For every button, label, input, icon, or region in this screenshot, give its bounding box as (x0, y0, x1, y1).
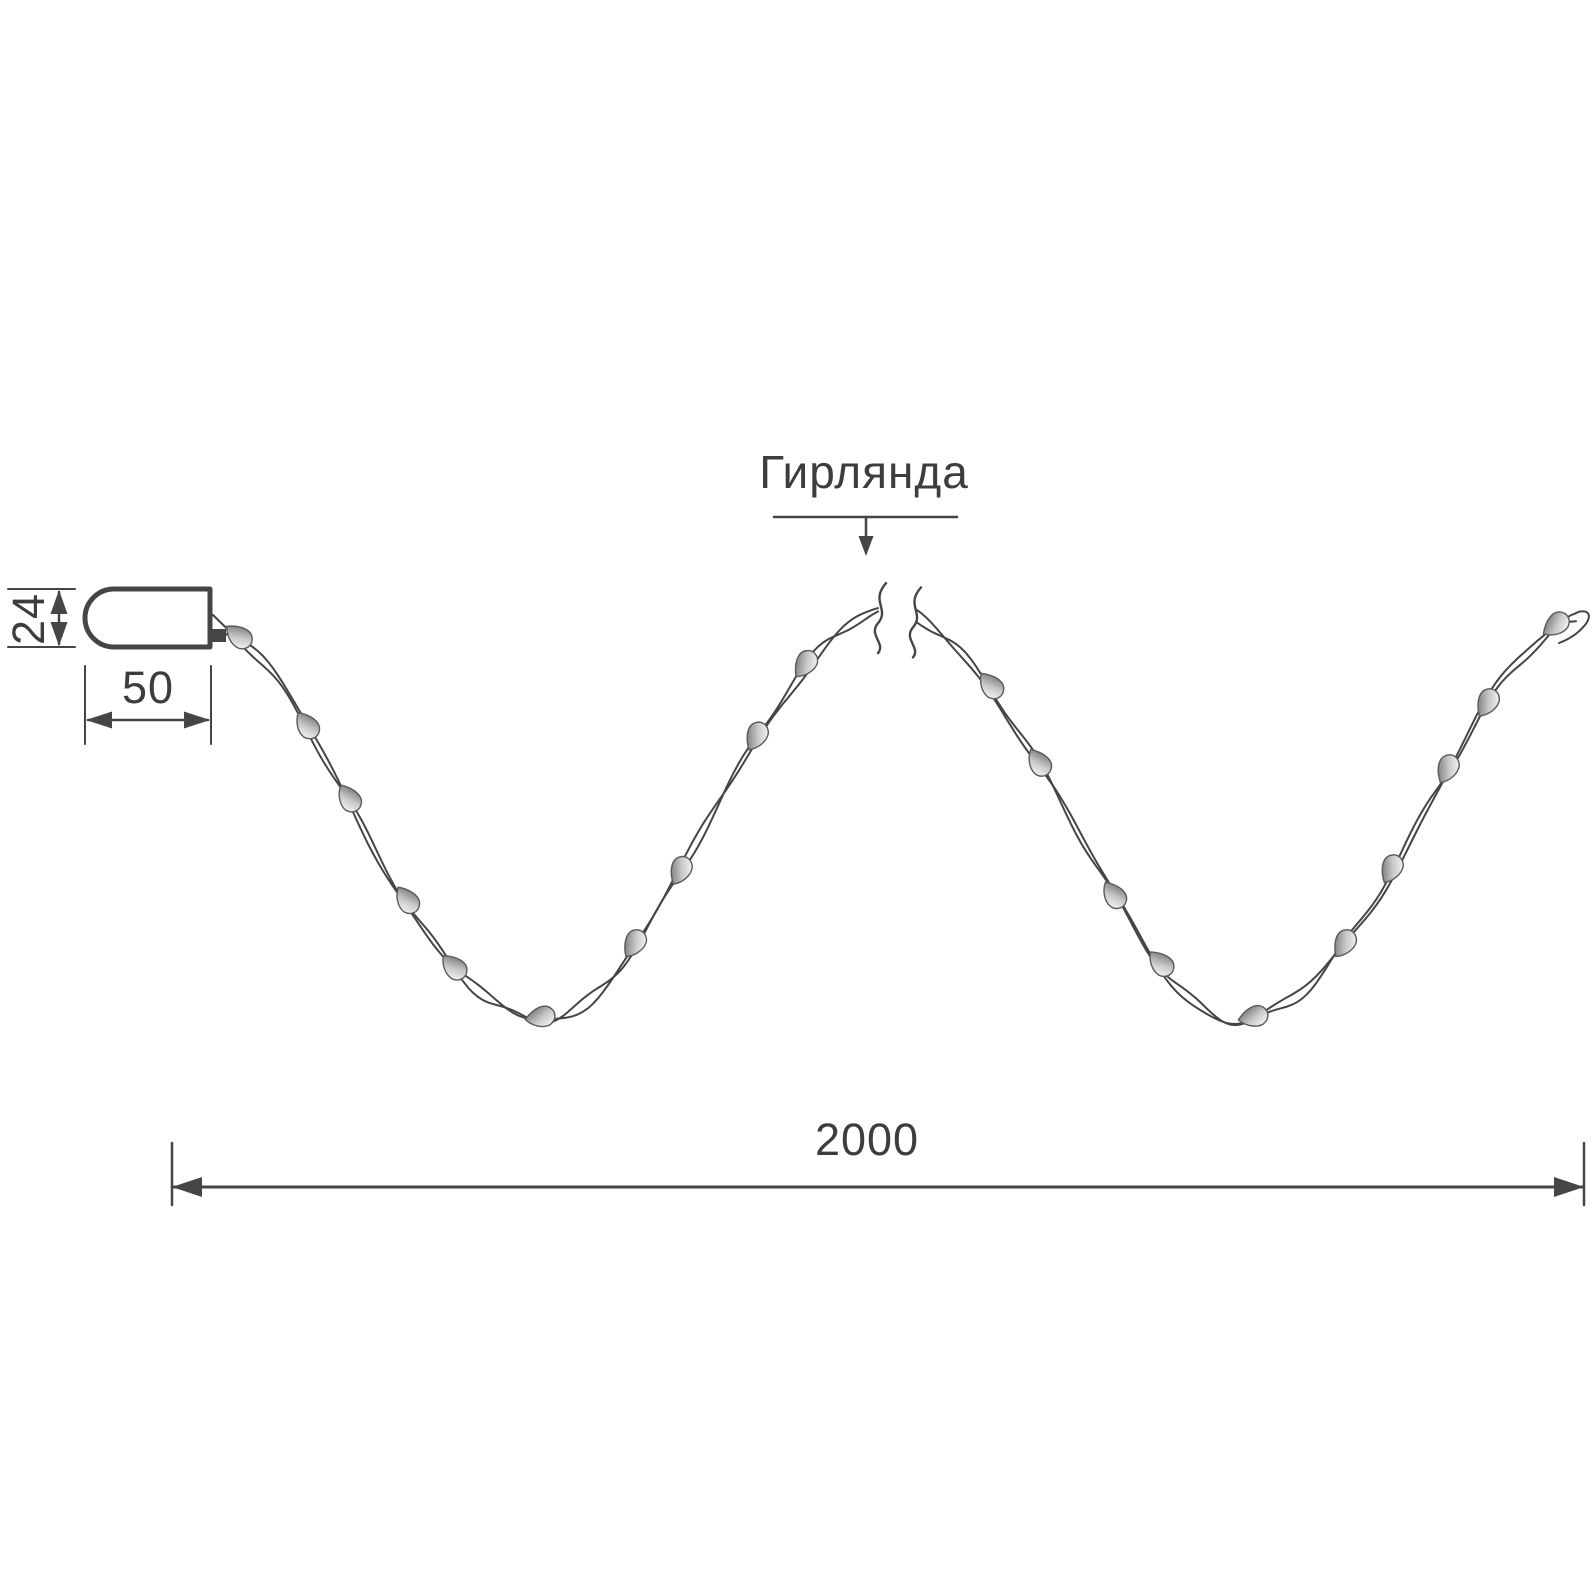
length-dimension-label: 2000 (814, 1114, 920, 1165)
dim-arrowhead (1554, 1177, 1584, 1197)
dim-arrowhead (50, 622, 68, 646)
leader-arrowhead (858, 536, 874, 556)
break-symbol (873, 581, 923, 659)
wire-end-curl (1558, 610, 1590, 644)
led-bulbs (219, 607, 1575, 1030)
led-bulb (1469, 684, 1505, 722)
led-bulb (289, 706, 325, 744)
dim-arrowhead (50, 590, 68, 614)
wire-strand (223, 607, 879, 1021)
break-squiggle (908, 586, 923, 659)
width-dimension (84, 665, 212, 745)
wire-strand (915, 608, 1577, 1026)
wire-strand (915, 612, 1577, 1027)
height-dimension-label: 24 (3, 592, 54, 646)
battery-body (82, 586, 213, 650)
dim-arrowhead (172, 1177, 202, 1197)
led-bulb (1022, 743, 1056, 781)
length-dimension (170, 1141, 1586, 1207)
dim-arrowhead (184, 711, 210, 729)
title-leader-line (772, 515, 959, 556)
garland-wire (212, 607, 1590, 1027)
garland-title-label: Гирлянда (759, 446, 969, 498)
dim-arrowhead (86, 711, 112, 729)
height-dimension (7, 588, 76, 648)
battery-pack (82, 586, 226, 650)
width-dimension-label: 50 (121, 662, 175, 713)
battery-connector-tab (210, 629, 226, 642)
break-squiggle (873, 581, 888, 655)
led-bulb (523, 1004, 557, 1030)
led-bulb (1096, 875, 1132, 914)
wire-strand (212, 610, 879, 1025)
